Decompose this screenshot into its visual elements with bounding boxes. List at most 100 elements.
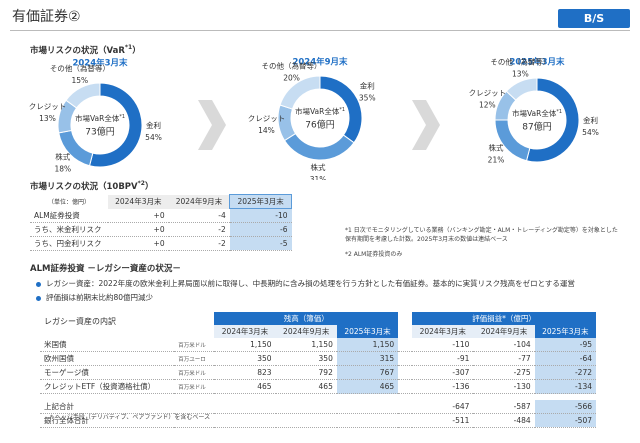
segment-value: 13% [512,70,529,79]
row-label: 米国債 [44,340,67,349]
group-header-row: レガシー資産の内訳 残高（簿価） 評価損益*（億円） [40,312,596,326]
text: 市場リスクの状況（10BPV [30,182,138,192]
cell: 350 [257,354,272,363]
segment-name: 金利 [583,115,598,125]
cell: +0 [153,210,165,220]
cell: -10 [229,208,292,222]
segment-value: 31% [310,175,327,180]
bullet-text: レガシー資産：2022年度の欧米金利上昇局面以前に取得し、中長期的に含み損の処理… [46,279,575,288]
gap [398,413,412,427]
cell: -110 [452,340,470,349]
legacy-table-wrap: レガシー資産の内訳 残高（簿価） 評価損益*（億円） 2024年3月末 2024年9月末… [40,312,596,428]
cell: -6 [229,222,292,236]
row: ALM証券投資 +0 -4 -10 [30,208,292,222]
column-header: 2024年9月末 [473,325,535,338]
column-header: 2024年3月末 [214,325,276,338]
note-mark: *2 [137,180,145,188]
slide-title: 有価証券② [12,9,81,25]
row-label: モーゲージ債 [44,368,89,377]
cell: -507 [534,413,596,427]
unit: 百万米ドル [178,384,206,391]
text: 市場リスクの状況（VaR [30,46,125,56]
donut-segment [283,132,355,161]
text: 市場VaR全体 [295,106,340,116]
header-row: （単位：億円） 2024年3月末 2024年9月末 2025年3月末 [30,194,292,209]
gap [398,366,412,380]
center-label: 市場VaR全体*1 [512,108,562,118]
cell: -566 [534,399,596,413]
row: 米国債 百万米ドル 1,150 1,150 1,150 -110 -104 -95 [40,338,596,352]
bullets: レガシー資産：2022年度の欧米金利上昇局面以前に取得し、中長期的に含み損の処理… [36,277,575,305]
segment-name: クレジット [248,114,286,123]
cell: 1,150 [311,340,333,349]
cell: 465 [257,382,272,391]
center-label: 市場VaR全体*1 [75,113,125,123]
cell: 465 [336,379,399,394]
cell: -95 [534,338,596,352]
cell: -5 [229,236,292,250]
cell: +0 [153,224,165,234]
segment-name: クレジット [469,88,507,97]
column-header: 2024年9月末 [168,194,230,209]
footnote: * ヘッジ手段（デリバティブ、ペアファンド）を含むベース [50,414,211,421]
segment-value: 54% [145,133,162,142]
cell: 792 [318,368,333,377]
cell: +0 [153,238,165,248]
legacy-table: レガシー資産の内訳 残高（簿価） 評価損益*（億円） 2024年3月末 2024年9月末… [40,312,596,428]
text: 市場VaR全体 [75,113,120,123]
section-title: 市場リスクの状況（VaR*1） [30,44,141,56]
section-title: ALM証券投資 －レガシー資産の状況－ [30,264,181,274]
segment-value: 13% [39,114,56,123]
note-mark: *1 [556,109,562,115]
cell: 1,150 [250,340,272,349]
text: ） [144,182,154,192]
center-label: 市場VaR全体*1 [295,106,345,116]
row-label: うち、円金利リスク [34,238,102,248]
column-header: 2025年3月末 [534,325,596,338]
row-label: 欧州国債 [44,354,74,363]
segment-name: 金利 [360,81,375,91]
row: うち、米金利リスク +0 -2 -6 [30,222,292,236]
segment-name: その他（為替等） [262,61,322,71]
gap [398,312,412,325]
segment-name: その他（為替等） [50,63,110,73]
donut-segment [505,77,538,101]
bullet-dot [36,281,41,287]
cell: -104 [513,340,531,349]
cell: -77 [518,354,531,363]
cell: -511 [452,415,470,425]
column-header: 2024年3月末 [108,194,169,209]
gap [398,325,412,338]
note: *2 ALM証券投資のみ [345,251,403,258]
section-title: 市場リスクの状況（10BPV*2） [30,180,153,192]
bpv-table: （単位：億円） 2024年3月末 2024年9月末 2025年3月末 ALM証券投資 +0… [30,194,292,251]
donut-segment [279,75,321,110]
cell: -2 [218,224,226,234]
unit: 百万米ドル [178,370,206,377]
cell: -4 [218,210,226,220]
segment-value: 15% [72,76,89,85]
column-header: 2024年9月末 [275,325,337,338]
unit: 百万米ドル [178,342,206,349]
donut-segment [65,82,101,109]
cell: -134 [534,379,596,394]
total-row: 上記合計 -647 -587 -566 [40,399,596,413]
note-mark: *1 [119,114,125,120]
note-mark: *1 [339,107,345,113]
empty [214,413,398,427]
donut-segment [88,82,143,168]
cell: -275 [513,368,531,377]
row: 欧州国債 百万ユーロ 350 350 315 -91 -77 -64 [40,351,596,366]
cell: 823 [257,368,272,377]
unit: （単位：億円） [47,199,90,206]
period-label: 2025年3月末 [509,57,565,68]
row: うち、円金利リスク +0 -2 -5 [30,236,292,250]
center-total: 76億円 [305,119,334,131]
row-label: クレジットETF（投資適格社債） [44,382,156,391]
total-row: 銀行全体合計 -511 -484 -507 [40,413,596,427]
segment-value: 20% [283,74,300,83]
row: モーゲージ債 百万米ドル 823 792 767 -307 -275 -272 [40,365,596,380]
arrow [198,100,226,150]
header-row: 2024年3月末 2024年9月末 2025年3月末 2024年3月末 2024年9月末… [40,325,596,338]
